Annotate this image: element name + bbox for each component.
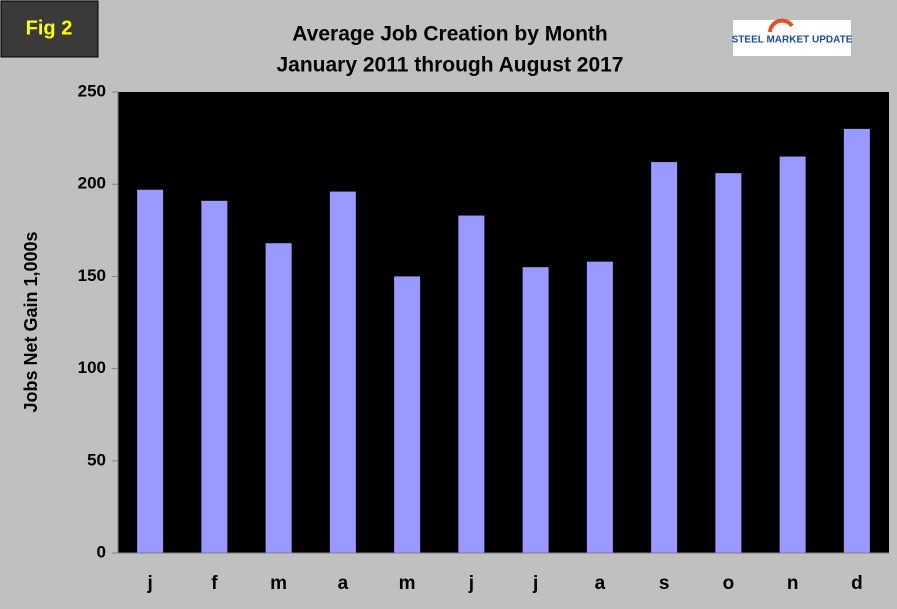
y-tick-label: 150 — [78, 266, 106, 285]
x-tick-label: a — [595, 573, 606, 594]
badge-box — [0, 0, 99, 58]
bar — [329, 191, 356, 554]
chart-subtitle: January 2011 through August 2017 — [276, 54, 623, 77]
bar — [137, 189, 164, 553]
x-tick-label: m — [270, 573, 287, 594]
bar — [779, 156, 806, 554]
x-tick-label: f — [211, 573, 218, 594]
bar — [522, 267, 549, 553]
x-tick-label: m — [399, 573, 416, 594]
x-tick-label: a — [338, 573, 349, 594]
x-tick-label: j — [532, 573, 538, 594]
bar — [201, 200, 228, 553]
bar — [586, 261, 613, 553]
y-tick-label: 250 — [78, 81, 106, 100]
bar — [651, 162, 678, 553]
bar — [715, 173, 742, 554]
x-tick-label: j — [468, 573, 474, 594]
bar — [394, 276, 421, 553]
logo-swoosh — [768, 18, 794, 33]
bar — [843, 128, 870, 553]
y-tick-label: 50 — [87, 450, 106, 469]
badge: Fig 2 — [26, 17, 73, 39]
x-tick-label: n — [787, 573, 799, 594]
y-tick-label: 0 — [97, 542, 106, 561]
x-tick-label: s — [659, 573, 670, 594]
y-tick-label: 200 — [78, 174, 106, 193]
chart-title: Average Job Creation by Month — [292, 23, 607, 46]
x-tick-label: o — [723, 573, 735, 594]
bar — [265, 243, 292, 553]
x-tick-label: j — [146, 573, 152, 594]
bar — [458, 215, 485, 553]
x-tick-label: d — [851, 573, 863, 594]
logo: STEEL MARKET UPDATE — [732, 35, 853, 46]
y-axis-label: Jobs Net Gain 1,000s — [21, 231, 41, 412]
plot-area — [118, 92, 889, 553]
y-tick-label: 100 — [78, 358, 106, 377]
